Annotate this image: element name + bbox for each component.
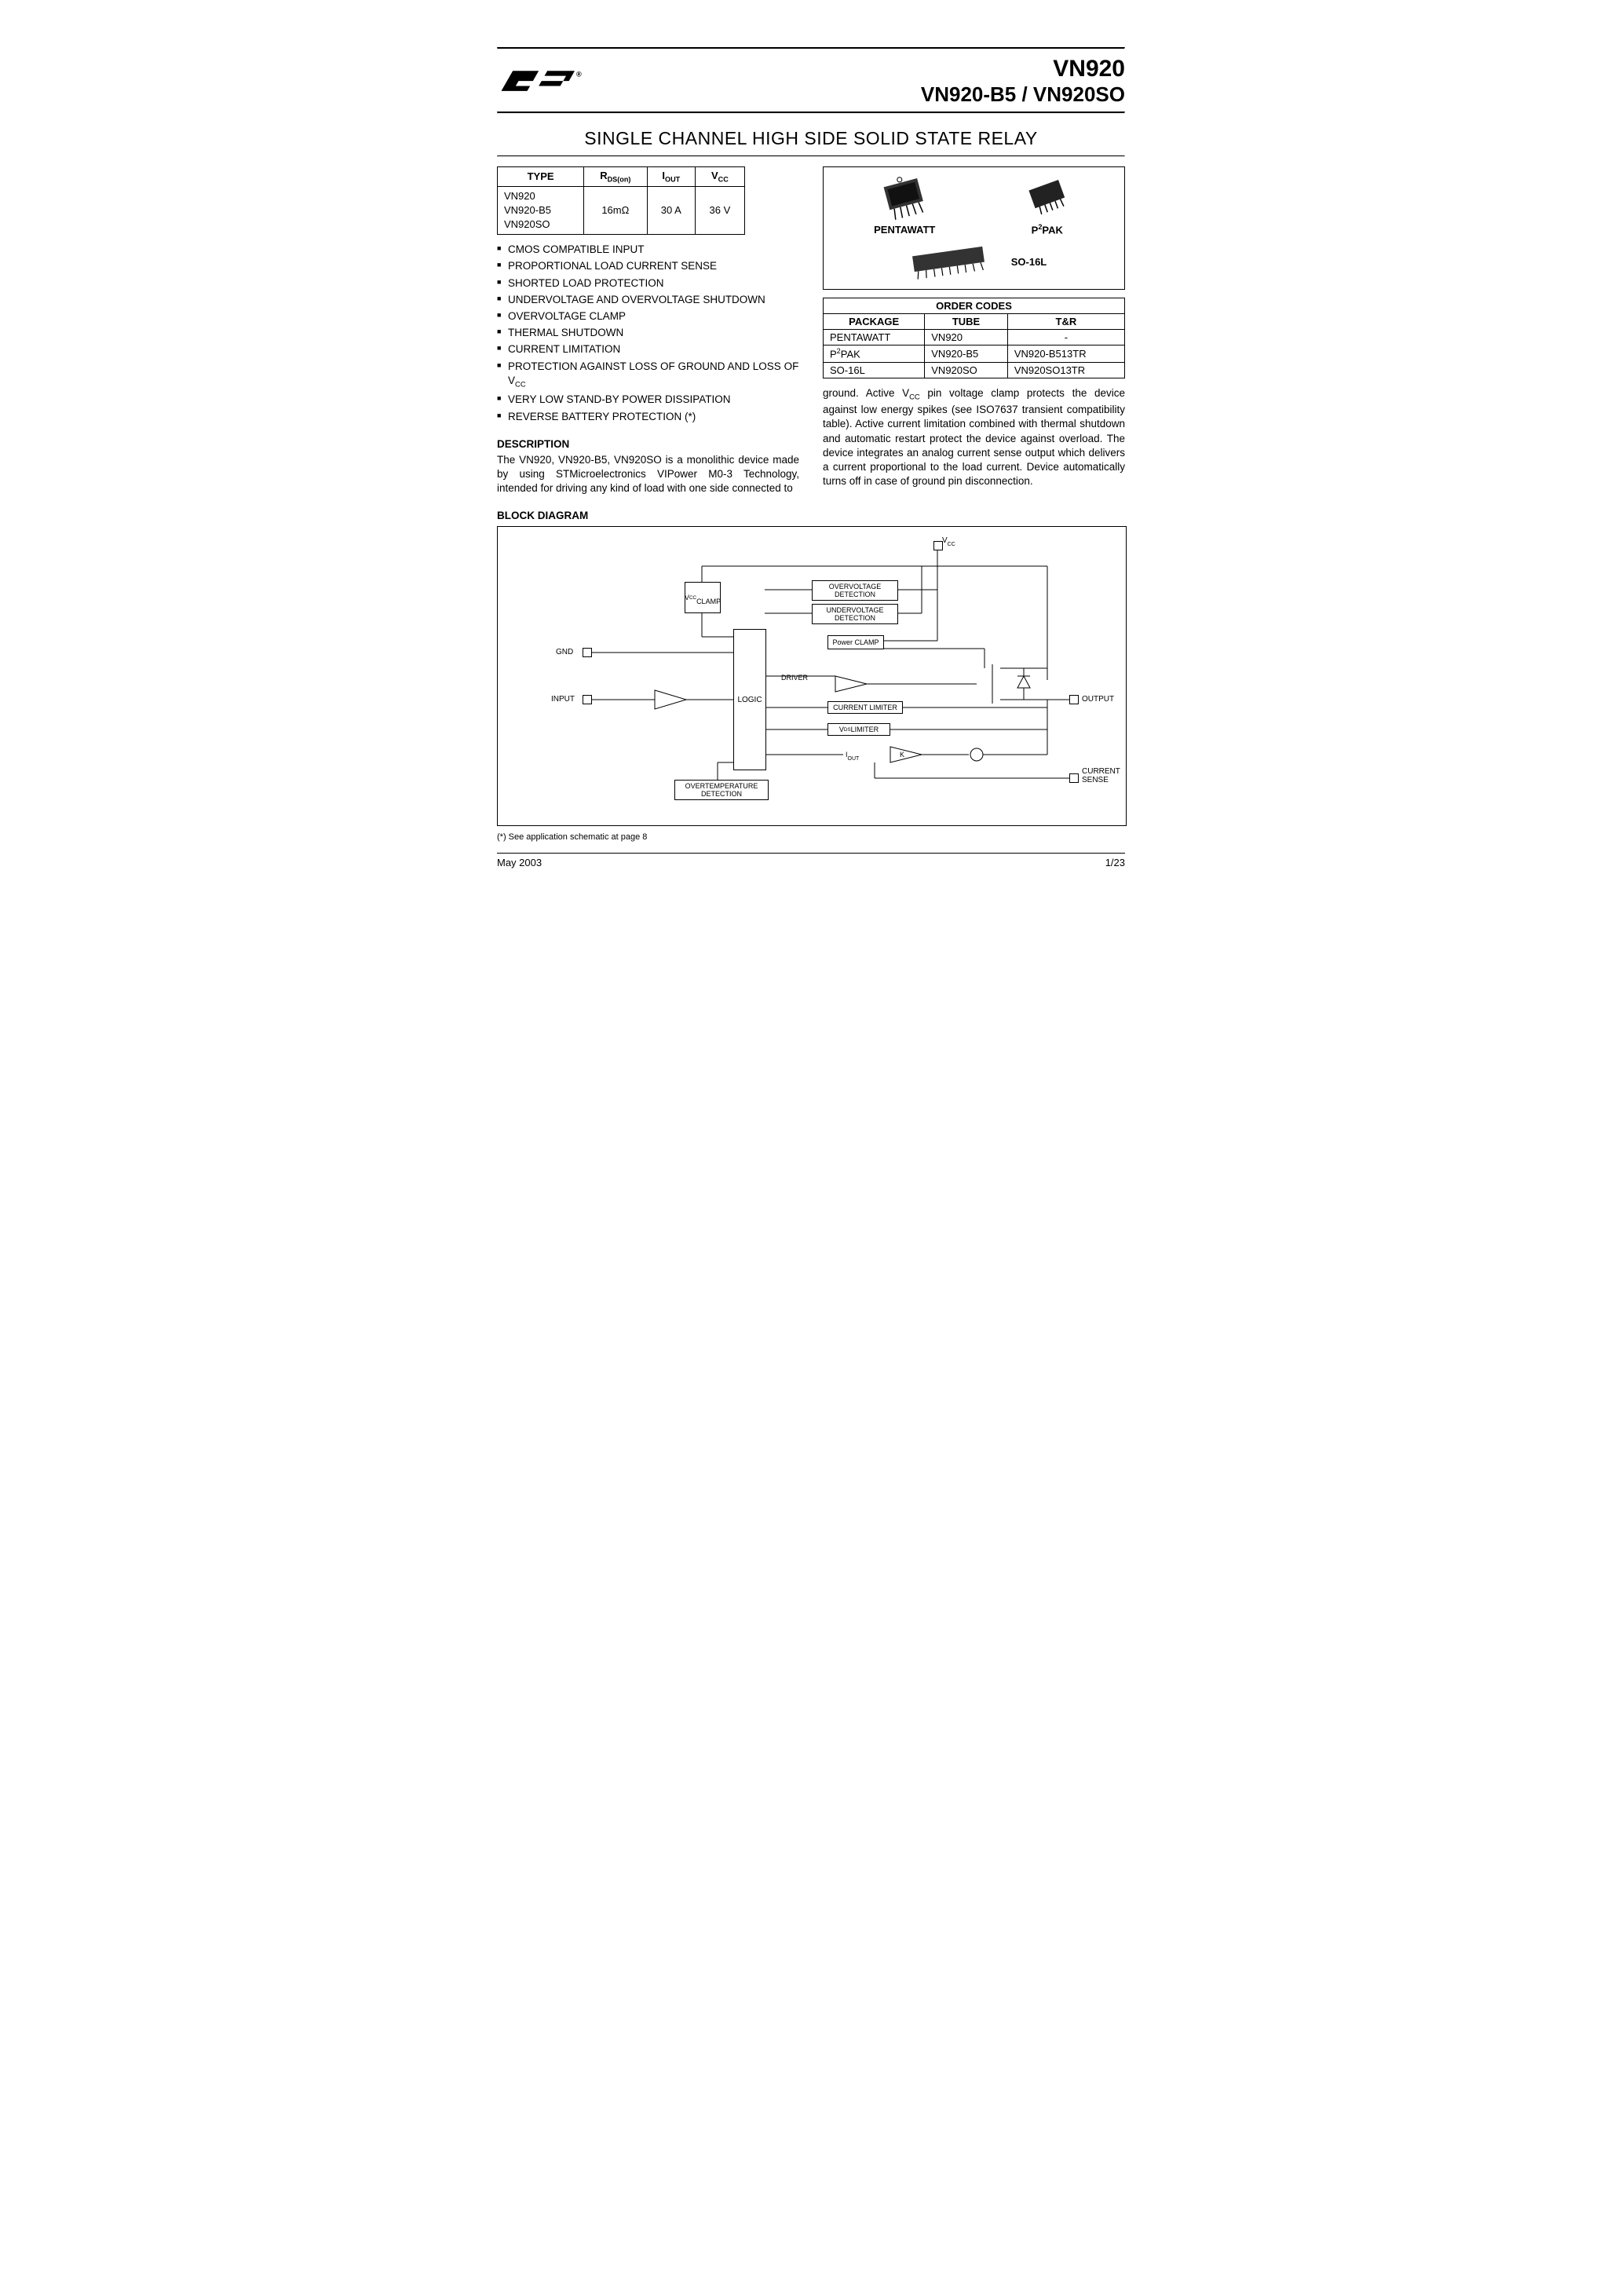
description-heading: DESCRIPTION (497, 438, 799, 450)
feature-item: PROPORTIONAL LOAD CURRENT SENSE (497, 259, 799, 273)
box-overvoltage: OVERVOLTAGE DETECTION (812, 580, 898, 601)
box-vcc-clamp: VCCCLAMP (685, 582, 721, 613)
spec-head-type: TYPE (498, 167, 584, 187)
spec-head-rdson: RDS(on) (584, 167, 647, 187)
order-head-tr: T&R (1007, 314, 1124, 330)
p2pak-label: P2PAK (1016, 223, 1079, 236)
box-power-clamp: Power CLAMP (827, 635, 884, 649)
spec-head-vcc: VCC (696, 167, 745, 187)
spec-rdson: 16mΩ (584, 186, 647, 235)
label-output: OUTPUT (1082, 695, 1114, 704)
svg-text:DRIVER: DRIVER (781, 674, 809, 682)
features-list: CMOS COMPATIBLE INPUT PROPORTIONAL LOAD … (497, 243, 799, 424)
package-box: PENTAWATT (823, 166, 1125, 290)
feature-item: CMOS COMPATIBLE INPUT (497, 243, 799, 257)
part-number-2: VN920-B5 / VN920SO (921, 82, 1125, 107)
feature-item: CURRENT LIMITATION (497, 342, 799, 356)
pin-input (583, 695, 592, 704)
p2pak-icon (1016, 174, 1079, 221)
feature-item: THERMAL SHUTDOWN (497, 326, 799, 340)
spec-vcc: 36 V (696, 186, 745, 235)
so16l-icon (901, 242, 995, 281)
feature-item: OVERVOLTAGE CLAMP (497, 309, 799, 324)
svg-text:K: K (900, 751, 904, 759)
svg-text:IOUT: IOUT (846, 751, 860, 762)
footer-date: May 2003 (497, 857, 542, 868)
pin-output (1069, 695, 1079, 704)
spec-iout: 30 A (647, 186, 696, 235)
box-undervoltage: UNDERVOLTAGE DETECTION (812, 604, 898, 624)
so16l-label: SO-16L (1011, 256, 1047, 268)
feature-item: SHORTED LOAD PROTECTION (497, 276, 799, 291)
order-codes-table: PACKAGE TUBE T&R PENTAWATT VN920 - P2PAK… (823, 313, 1125, 378)
description-text-right: ground. Active VCC pin voltage clamp pro… (823, 386, 1125, 489)
description-text-left: The VN920, VN920-B5, VN920SO is a monoli… (497, 453, 799, 496)
spec-types: VN920 VN920-B5 VN920SO (498, 186, 584, 235)
order-head-tube: TUBE (925, 314, 1008, 330)
label-input: INPUT (551, 695, 575, 704)
order-row: SO-16L VN920SO VN920SO13TR (824, 362, 1125, 378)
box-logic: LOGIC (733, 629, 766, 770)
order-head-package: PACKAGE (824, 314, 925, 330)
footnote: (*) See application schematic at page 8 (497, 832, 1125, 842)
box-vds-limiter: VDS LIMITER (827, 723, 890, 736)
pin-vcc (933, 541, 943, 550)
pin-current-sense (1069, 773, 1079, 783)
svg-text:®: ® (576, 70, 582, 78)
box-current-limiter: CURRENT LIMITER (827, 701, 903, 714)
block-diagram: DRIVER IOUT K VCC VCCCLAMP LOGIC OVERVOL… (497, 526, 1127, 826)
pentawatt-icon (869, 174, 940, 221)
pin-gnd (583, 648, 592, 657)
spec-head-iout: IOUT (647, 167, 696, 187)
order-codes-title: ORDER CODES (823, 298, 1125, 313)
feature-item: UNDERVOLTAGE AND OVERVOLTAGE SHUTDOWN (497, 293, 799, 307)
svg-text:VCC: VCC (942, 536, 955, 547)
label-current-sense: CURRENT SENSE (1082, 767, 1129, 784)
part-number-block: VN920 VN920-B5 / VN920SO (921, 56, 1125, 107)
part-number-1: VN920 (921, 56, 1125, 82)
feature-item: VERY LOW STAND-BY POWER DISSIPATION (497, 393, 799, 407)
spec-table: TYPE RDS(on) IOUT VCC VN920 VN920-B5 VN9… (497, 166, 745, 235)
document-title: SINGLE CHANNEL HIGH SIDE SOLID STATE REL… (497, 114, 1125, 155)
feature-item: PROTECTION AGAINST LOSS OF GROUND AND LO… (497, 360, 799, 391)
block-diagram-heading: BLOCK DIAGRAM (497, 510, 1125, 521)
pentawatt-label: PENTAWATT (869, 224, 940, 236)
footer-page: 1/23 (1105, 857, 1125, 868)
st-logo: ® (497, 64, 583, 100)
order-row: PENTAWATT VN920 - (824, 330, 1125, 345)
box-overtemp: OVERTEMPERATURE DETECTION (674, 780, 769, 800)
label-gnd: GND (556, 648, 573, 656)
order-row: P2PAK VN920-B5 VN920-B513TR (824, 345, 1125, 362)
feature-item: REVERSE BATTERY PROTECTION (*) (497, 410, 799, 424)
